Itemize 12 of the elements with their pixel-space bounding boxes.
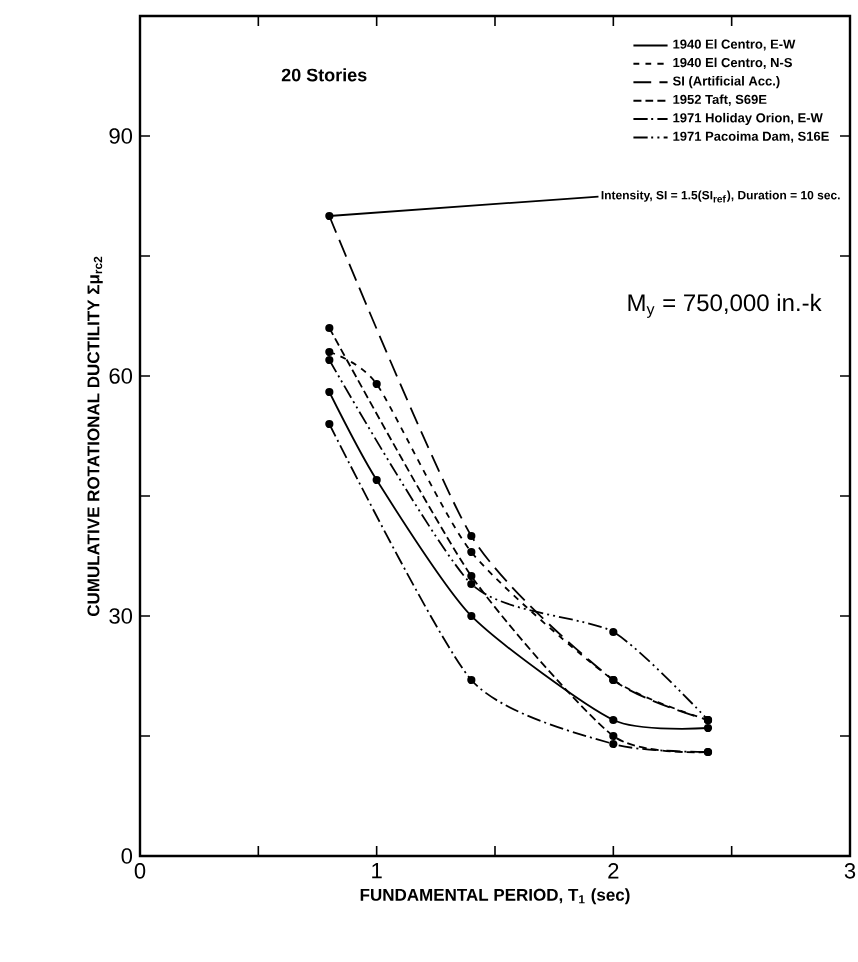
legend-title: 20 Stories xyxy=(281,68,367,82)
x-tick-label: 1 xyxy=(372,863,382,879)
y-tick-label: 60 xyxy=(109,368,133,384)
x-tick-label: 2 xyxy=(608,863,619,879)
y-tick-label: 0 xyxy=(121,848,133,864)
annotation: M$_{y}$ = 750,000 in.-k xyxy=(628,293,822,318)
y-axis-title: CUMULATIVE ROTATIONAL DUCTILITY Σμ$_{rc2}$ xyxy=(87,256,103,617)
x-tick-label: 0 xyxy=(134,863,146,879)
x-tick-label: 3 xyxy=(844,863,856,879)
x-axis-title: FUNDAMENTAL PERIOD, T$_{1}$ (sec) xyxy=(360,888,630,905)
y-tick-label: 90 xyxy=(109,128,133,144)
y-tick-label: 30 xyxy=(109,608,133,624)
